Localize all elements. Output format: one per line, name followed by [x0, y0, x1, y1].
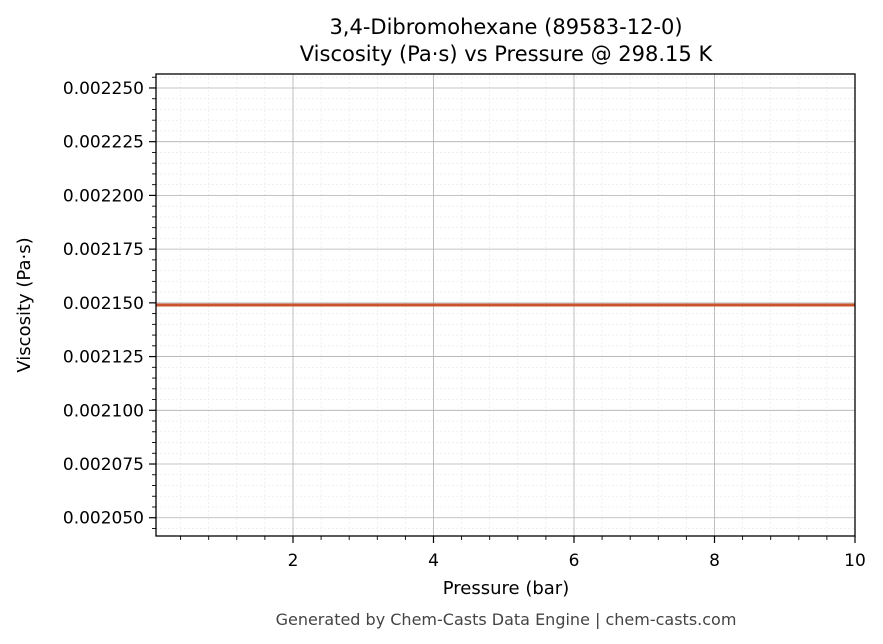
y-tick-label: 0.002050: [63, 509, 144, 529]
chart-subtitle: Viscosity (Pa·s) vs Pressure @ 298.15 K: [300, 42, 714, 66]
footer-credit: Generated by Chem-Casts Data Engine | ch…: [276, 610, 737, 629]
x-tick-label: 10: [844, 551, 866, 571]
y-tick-label: 0.002200: [63, 186, 144, 206]
minor-gridlines: [156, 74, 855, 536]
chart-title: 3,4-Dibromohexane (89583-12-0): [329, 15, 682, 39]
y-tick-label: 0.002075: [63, 455, 144, 475]
axis-ticks: [149, 76, 856, 543]
x-tick-label: 2: [288, 551, 299, 571]
x-tick-labels: 2 4 6 8 10: [288, 551, 866, 571]
y-tick-label: 0.002225: [63, 133, 144, 153]
x-tick-label: 8: [709, 551, 720, 571]
y-tick-label: 0.002100: [63, 401, 144, 421]
y-tick-labels: 0.002050 0.002075 0.002100 0.002125 0.002150…: [63, 79, 144, 529]
y-tick-label: 0.002250: [63, 79, 144, 99]
plot-frame: [155, 73, 856, 537]
x-tick-label: 4: [428, 551, 439, 571]
y-tick-label: 0.002125: [63, 348, 144, 368]
y-axis-label: Viscosity (Pa·s): [14, 237, 35, 372]
y-tick-label: 0.002175: [63, 240, 144, 260]
y-tick-label: 0.002150: [63, 294, 144, 314]
x-axis-label: Pressure (bar): [443, 578, 569, 599]
x-tick-label: 6: [569, 551, 580, 571]
